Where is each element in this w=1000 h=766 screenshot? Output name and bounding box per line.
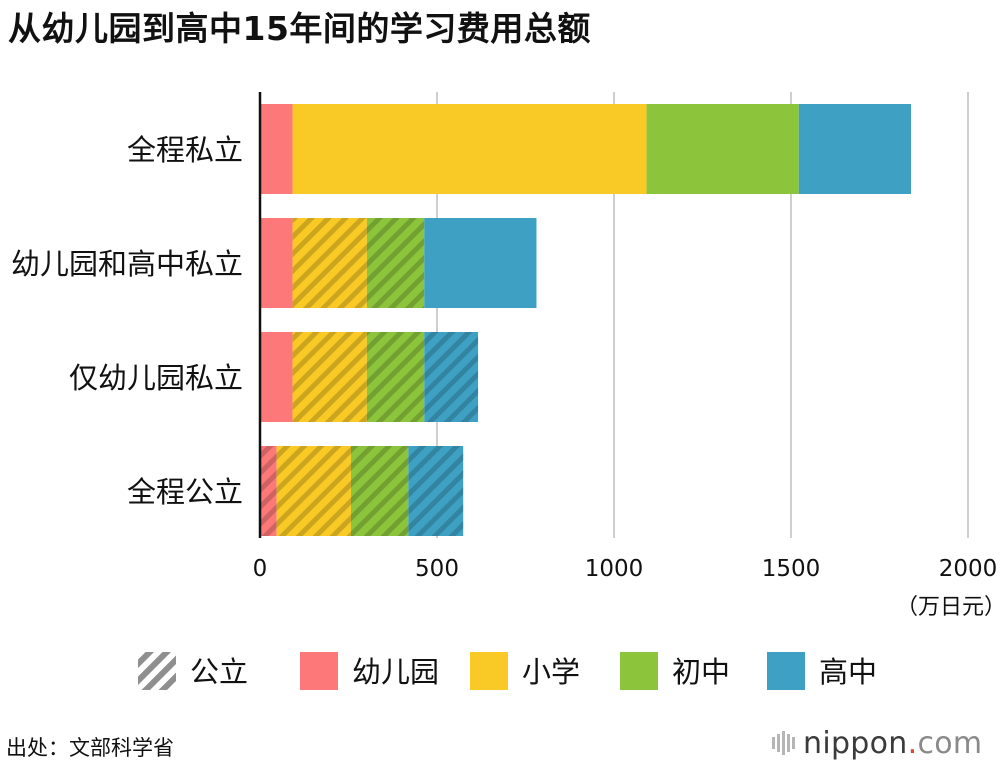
x-tick-label: 2000 bbox=[939, 556, 998, 582]
legend-label: 小学 bbox=[522, 655, 580, 689]
x-tick-label: 1000 bbox=[585, 556, 644, 582]
bars bbox=[260, 104, 912, 536]
bar-segment bbox=[646, 104, 799, 194]
public-hatch bbox=[366, 218, 425, 308]
public-hatch bbox=[292, 332, 367, 422]
category-label: 仅幼儿园私立 bbox=[69, 361, 243, 395]
logo-text: nippon.com bbox=[803, 726, 982, 761]
legend-swatch bbox=[470, 652, 508, 690]
legend-label: 初中 bbox=[672, 655, 730, 689]
public-hatch bbox=[276, 446, 351, 536]
legend-label: 公立 bbox=[190, 655, 248, 689]
logo-brand: nippon bbox=[803, 725, 908, 761]
bar-segment bbox=[260, 332, 293, 422]
x-axis-unit-label: （万日元） bbox=[896, 595, 1000, 620]
logo-mark-icon bbox=[772, 731, 795, 755]
public-hatch bbox=[424, 332, 479, 422]
public-hatch bbox=[350, 446, 409, 536]
category-label: 幼儿园和高中私立 bbox=[11, 247, 243, 281]
bar-segment bbox=[424, 218, 537, 308]
bar-segment bbox=[292, 104, 647, 194]
legend: 公立 幼儿园 小学 初中 高中 bbox=[138, 652, 877, 690]
public-hatch bbox=[366, 332, 425, 422]
legend-swatch bbox=[138, 652, 176, 690]
x-tick-label: 500 bbox=[415, 556, 459, 582]
public-hatch bbox=[260, 446, 277, 536]
legend-label: 高中 bbox=[819, 655, 877, 689]
legend-label: 幼儿园 bbox=[352, 655, 439, 689]
source-note: 出处：文部科学省 bbox=[6, 736, 174, 760]
logo-dot: . bbox=[907, 725, 918, 761]
nippon-logo: nippon.com bbox=[772, 723, 982, 763]
chart-title: 从幼儿园到高中15年间的学习费用总额 bbox=[8, 9, 591, 48]
logo-tld: com bbox=[917, 725, 983, 761]
legend-swatch bbox=[300, 652, 338, 690]
category-label: 全程公立 bbox=[127, 475, 243, 509]
legend-swatch bbox=[767, 652, 805, 690]
x-tick-label: 1500 bbox=[762, 556, 821, 582]
category-label: 全程私立 bbox=[127, 133, 243, 167]
bar-segment bbox=[798, 104, 912, 194]
public-hatch bbox=[292, 218, 367, 308]
x-tick-label: 0 bbox=[253, 556, 268, 582]
public-hatch bbox=[408, 446, 464, 536]
legend-swatch bbox=[620, 652, 658, 690]
bar-segment bbox=[260, 218, 293, 308]
bar-segment bbox=[260, 104, 293, 194]
